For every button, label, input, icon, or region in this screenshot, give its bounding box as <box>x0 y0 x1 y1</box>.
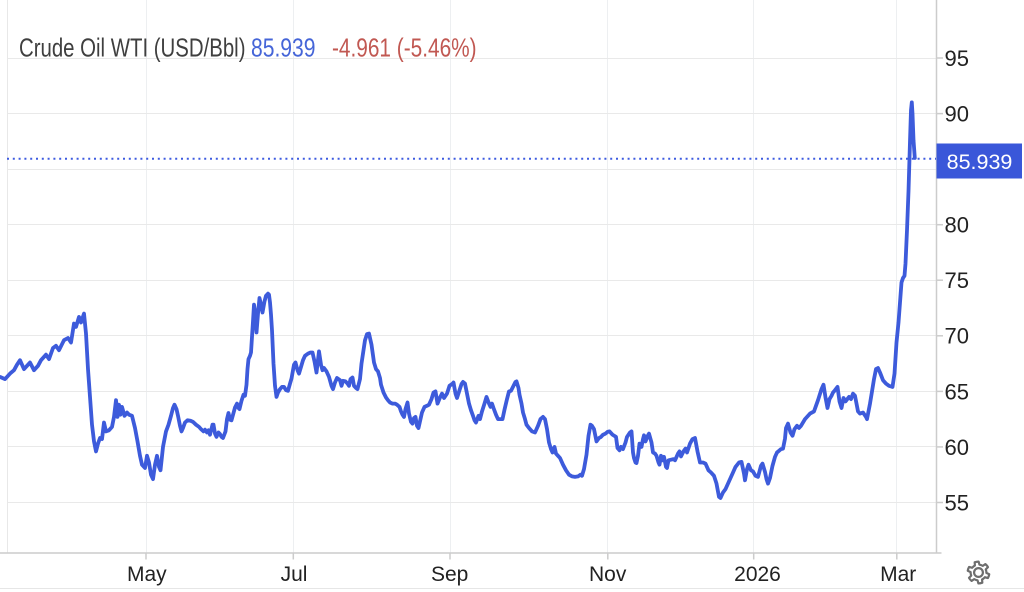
svg-text:2026: 2026 <box>734 563 781 586</box>
svg-text:Sep: Sep <box>431 563 468 586</box>
svg-text:Mar: Mar <box>880 563 916 586</box>
svg-text:Jul: Jul <box>281 563 308 586</box>
svg-text:90: 90 <box>945 102 969 127</box>
svg-text:85.939: 85.939 <box>947 150 1013 174</box>
svg-text:70: 70 <box>945 324 969 349</box>
svg-text:65: 65 <box>945 379 969 404</box>
svg-text:85.939: 85.939 <box>251 33 316 63</box>
svg-text:-4.961 (-5.46%): -4.961 (-5.46%) <box>332 33 477 63</box>
svg-text:60: 60 <box>945 435 969 460</box>
svg-text:95: 95 <box>945 46 969 71</box>
svg-text:Nov: Nov <box>589 563 627 586</box>
svg-text:75: 75 <box>945 268 969 293</box>
svg-text:May: May <box>127 563 167 586</box>
svg-text:Crude Oil WTI (USD/Bbl): Crude Oil WTI (USD/Bbl) <box>19 33 246 63</box>
svg-text:80: 80 <box>945 213 969 238</box>
svg-text:55: 55 <box>945 490 969 515</box>
